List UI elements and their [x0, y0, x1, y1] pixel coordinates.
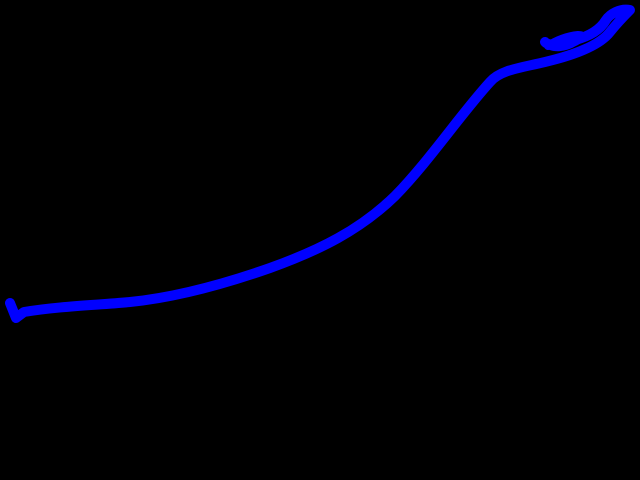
blue-freehand-stroke: [5, 4, 635, 323]
blue-stroke-loop: [541, 31, 587, 52]
